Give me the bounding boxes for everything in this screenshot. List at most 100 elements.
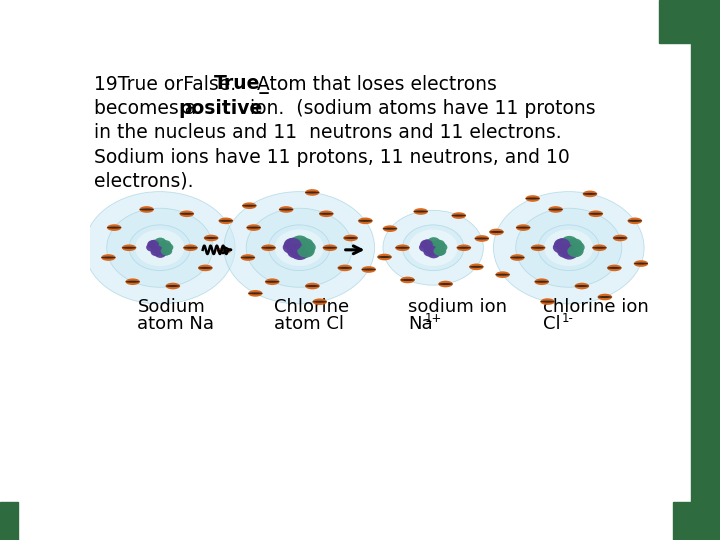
Ellipse shape bbox=[469, 266, 484, 268]
Circle shape bbox=[561, 242, 577, 254]
Ellipse shape bbox=[588, 213, 603, 215]
Circle shape bbox=[427, 243, 439, 253]
Circle shape bbox=[569, 241, 585, 253]
Ellipse shape bbox=[634, 262, 648, 265]
Text: electrons).: electrons). bbox=[94, 172, 194, 191]
Text: Atom that loses electrons: Atom that loses electrons bbox=[257, 75, 497, 94]
Ellipse shape bbox=[265, 281, 279, 283]
Ellipse shape bbox=[598, 294, 612, 300]
Text: Sodium ions have 11 protons, 11 neutrons, and 10: Sodium ions have 11 protons, 11 neutrons… bbox=[94, 147, 570, 166]
Ellipse shape bbox=[531, 245, 545, 251]
Ellipse shape bbox=[540, 298, 555, 305]
Circle shape bbox=[162, 243, 174, 252]
Ellipse shape bbox=[323, 245, 337, 251]
Ellipse shape bbox=[607, 267, 621, 269]
Ellipse shape bbox=[204, 235, 218, 241]
Ellipse shape bbox=[198, 265, 212, 271]
Circle shape bbox=[155, 238, 166, 246]
Ellipse shape bbox=[582, 191, 597, 197]
Text: Cl: Cl bbox=[543, 315, 561, 333]
Ellipse shape bbox=[312, 299, 327, 305]
Ellipse shape bbox=[526, 198, 540, 200]
Ellipse shape bbox=[582, 193, 597, 195]
Ellipse shape bbox=[531, 247, 545, 249]
Ellipse shape bbox=[240, 256, 255, 259]
Circle shape bbox=[423, 247, 436, 256]
Ellipse shape bbox=[613, 235, 627, 241]
Ellipse shape bbox=[122, 247, 136, 249]
Ellipse shape bbox=[575, 285, 589, 287]
Circle shape bbox=[135, 230, 184, 266]
Ellipse shape bbox=[516, 227, 531, 228]
Circle shape bbox=[435, 242, 447, 252]
Ellipse shape bbox=[510, 256, 525, 259]
Circle shape bbox=[224, 192, 374, 304]
Ellipse shape bbox=[451, 214, 466, 217]
Text: Sodium: Sodium bbox=[138, 299, 205, 316]
Ellipse shape bbox=[305, 283, 320, 289]
Ellipse shape bbox=[400, 279, 415, 281]
Ellipse shape bbox=[413, 208, 428, 215]
Circle shape bbox=[296, 245, 313, 258]
Circle shape bbox=[288, 244, 305, 256]
Circle shape bbox=[566, 246, 582, 258]
Ellipse shape bbox=[495, 271, 510, 278]
Text: atom Na: atom Na bbox=[138, 315, 215, 333]
Circle shape bbox=[151, 246, 163, 254]
Ellipse shape bbox=[489, 228, 504, 235]
Ellipse shape bbox=[242, 205, 256, 207]
Circle shape bbox=[409, 230, 458, 266]
Ellipse shape bbox=[549, 206, 563, 213]
Text: sodium ion: sodium ion bbox=[408, 299, 507, 316]
Ellipse shape bbox=[438, 283, 453, 285]
Text: in the nucleus and 11  neutrons and 11 electrons.: in the nucleus and 11 neutrons and 11 el… bbox=[94, 124, 562, 143]
Ellipse shape bbox=[261, 245, 276, 251]
Ellipse shape bbox=[592, 245, 607, 251]
Circle shape bbox=[557, 246, 574, 258]
Ellipse shape bbox=[598, 296, 612, 298]
Circle shape bbox=[269, 225, 330, 271]
Ellipse shape bbox=[323, 247, 337, 249]
Circle shape bbox=[432, 247, 444, 256]
Circle shape bbox=[424, 245, 437, 254]
Text: 19True or​False.: 19True or​False. bbox=[94, 75, 248, 94]
Ellipse shape bbox=[613, 237, 627, 239]
Ellipse shape bbox=[217, 247, 231, 254]
Ellipse shape bbox=[179, 211, 194, 217]
Circle shape bbox=[160, 240, 171, 249]
Ellipse shape bbox=[358, 220, 373, 222]
Ellipse shape bbox=[628, 218, 642, 224]
Ellipse shape bbox=[125, 281, 140, 283]
Ellipse shape bbox=[248, 290, 263, 296]
Circle shape bbox=[419, 242, 432, 252]
Ellipse shape bbox=[395, 247, 410, 249]
Ellipse shape bbox=[413, 211, 428, 213]
Circle shape bbox=[516, 208, 622, 287]
Circle shape bbox=[554, 238, 570, 251]
Ellipse shape bbox=[219, 218, 233, 224]
Ellipse shape bbox=[319, 213, 333, 215]
Ellipse shape bbox=[395, 245, 410, 251]
Ellipse shape bbox=[540, 301, 555, 302]
Circle shape bbox=[561, 236, 577, 248]
Circle shape bbox=[433, 240, 445, 249]
Circle shape bbox=[159, 247, 171, 256]
Circle shape bbox=[567, 245, 584, 257]
Circle shape bbox=[402, 225, 464, 271]
Ellipse shape bbox=[140, 206, 154, 213]
Circle shape bbox=[561, 247, 577, 260]
Text: positive: positive bbox=[179, 99, 263, 118]
Circle shape bbox=[154, 244, 166, 252]
Circle shape bbox=[430, 241, 442, 251]
Text: becomes a: becomes a bbox=[94, 99, 203, 118]
Circle shape bbox=[383, 210, 483, 285]
Ellipse shape bbox=[248, 292, 263, 294]
Ellipse shape bbox=[261, 247, 276, 249]
Ellipse shape bbox=[526, 195, 540, 202]
Ellipse shape bbox=[246, 227, 261, 228]
Ellipse shape bbox=[456, 245, 471, 251]
Ellipse shape bbox=[312, 301, 327, 303]
Ellipse shape bbox=[204, 237, 218, 239]
Circle shape bbox=[157, 241, 168, 250]
Circle shape bbox=[428, 237, 440, 247]
